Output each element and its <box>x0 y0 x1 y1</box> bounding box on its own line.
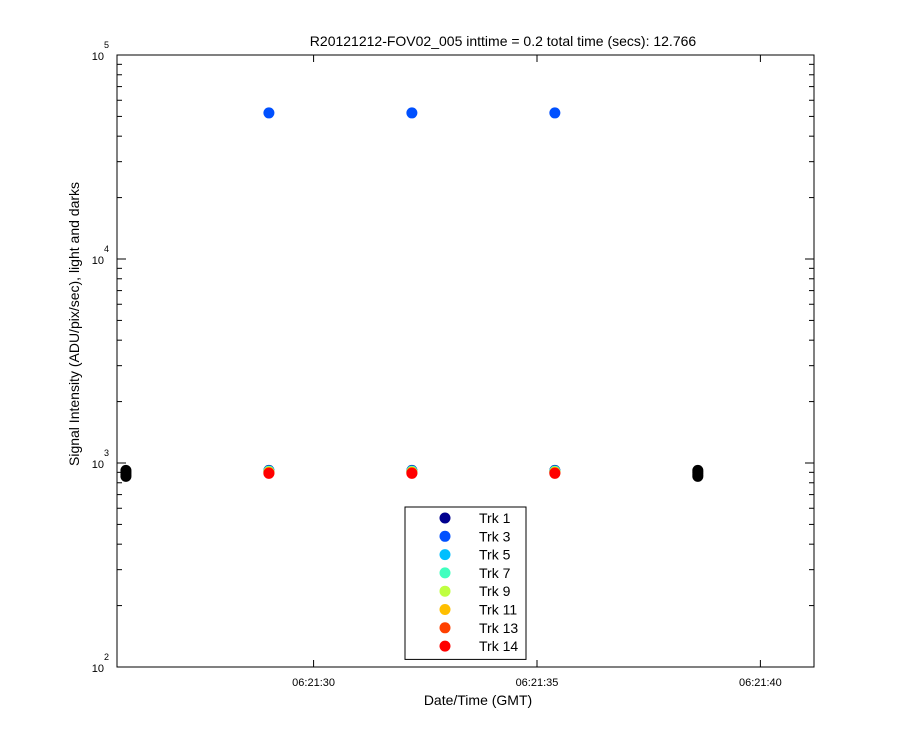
legend-marker <box>439 640 451 652</box>
y-tick-exponent: 5 <box>104 40 109 50</box>
legend-marker <box>439 530 451 542</box>
y-tick-label: 10 <box>92 459 104 471</box>
y-tick-exponent: 4 <box>104 244 109 254</box>
y-tick-exponent: 3 <box>104 448 109 458</box>
tick-marks <box>117 54 814 668</box>
legend-label: Trk 11 <box>479 602 517 618</box>
data-point <box>263 107 275 119</box>
legend: Trk 1 Trk 3 Trk 5 Trk 7 Trk 9 Trk 11 Trk 13 Trk… <box>404 506 527 660</box>
legend-marker <box>439 512 451 524</box>
legend-label: Trk 7 <box>479 565 511 581</box>
x-tick-label: 06:21:30 <box>292 677 335 689</box>
data-point <box>406 467 418 479</box>
legend-label: Trk 1 <box>479 510 511 526</box>
data-point <box>406 107 418 119</box>
x-axis-title: Date/Time (GMT) <box>424 692 532 708</box>
y-tick-label: 10 <box>92 255 104 267</box>
x-tick-label: 06:21:40 <box>739 677 782 689</box>
legend-label: Trk 5 <box>479 547 511 563</box>
y-axis-title: Signal Intensity (ADU/pix/sec), light an… <box>66 182 82 466</box>
x-tick-label: 06:21:35 <box>516 677 559 689</box>
data-point <box>549 467 561 479</box>
dark-frame-point <box>692 470 704 482</box>
y-tick-label: 10 <box>92 663 104 675</box>
data-points <box>120 107 704 482</box>
legend-marker <box>439 622 451 634</box>
data-point <box>549 107 561 119</box>
dark-frame-point <box>120 470 132 482</box>
legend-label: Trk 3 <box>479 528 511 544</box>
legend-marker <box>439 549 451 561</box>
legend-marker <box>439 585 451 597</box>
legend-box <box>404 506 527 660</box>
legend-label: Trk 14 <box>479 638 518 654</box>
legend-marker <box>439 604 451 615</box>
data-point <box>263 467 275 479</box>
y-tick-exponent: 2 <box>104 652 109 662</box>
legend-label: Trk 13 <box>479 620 518 636</box>
y-tick-label: 10 <box>92 51 104 63</box>
legend-label: Trk 9 <box>479 583 511 599</box>
plot-area-frame <box>116 54 815 668</box>
chart-title: R20121212-FOV02_005 inttime = 0.2 total … <box>310 33 697 49</box>
legend-marker <box>439 567 451 579</box>
